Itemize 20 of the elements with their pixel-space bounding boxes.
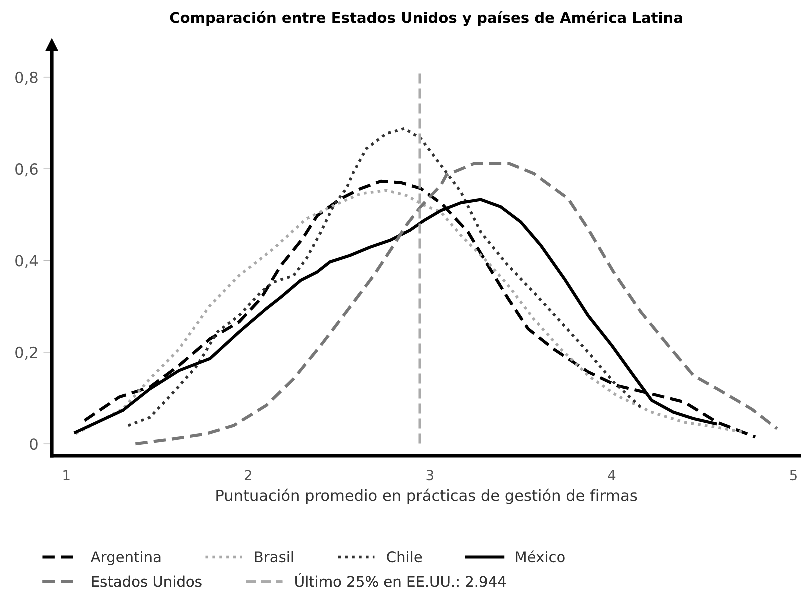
x-axis-title: Puntuación promedio en prácticas de gestión de firmas (216, 488, 638, 504)
chart-title: Comparación entre Estados Unidos y países de América Latina (170, 11, 682, 26)
x-tick-label: 5 (790, 470, 797, 481)
line-series (134, 162, 779, 446)
legend-label: Brasil (255, 551, 294, 563)
line-series (127, 127, 642, 428)
y-tick-label: 0 (30, 438, 38, 450)
x-tick-label: 4 (608, 470, 616, 480)
legend-label: Último 25% en EE.UU.: 2.944 (296, 574, 506, 588)
legend-label: México (516, 550, 565, 563)
x-tick-label: 2 (244, 470, 252, 480)
x-tick-label: 1 (64, 470, 70, 480)
y-tick-label: 0,6 (16, 164, 38, 177)
y-tick-label: 0,4 (16, 255, 38, 268)
legend-label: Chile (387, 551, 422, 563)
x-tick-label: 3 (426, 470, 434, 481)
y-tick-label: 0,8 (16, 72, 38, 85)
legend-label: Argentina (90, 551, 161, 566)
y-tick-label: 0,2 (16, 346, 38, 360)
legend-label: Estados Unidos (92, 576, 202, 588)
